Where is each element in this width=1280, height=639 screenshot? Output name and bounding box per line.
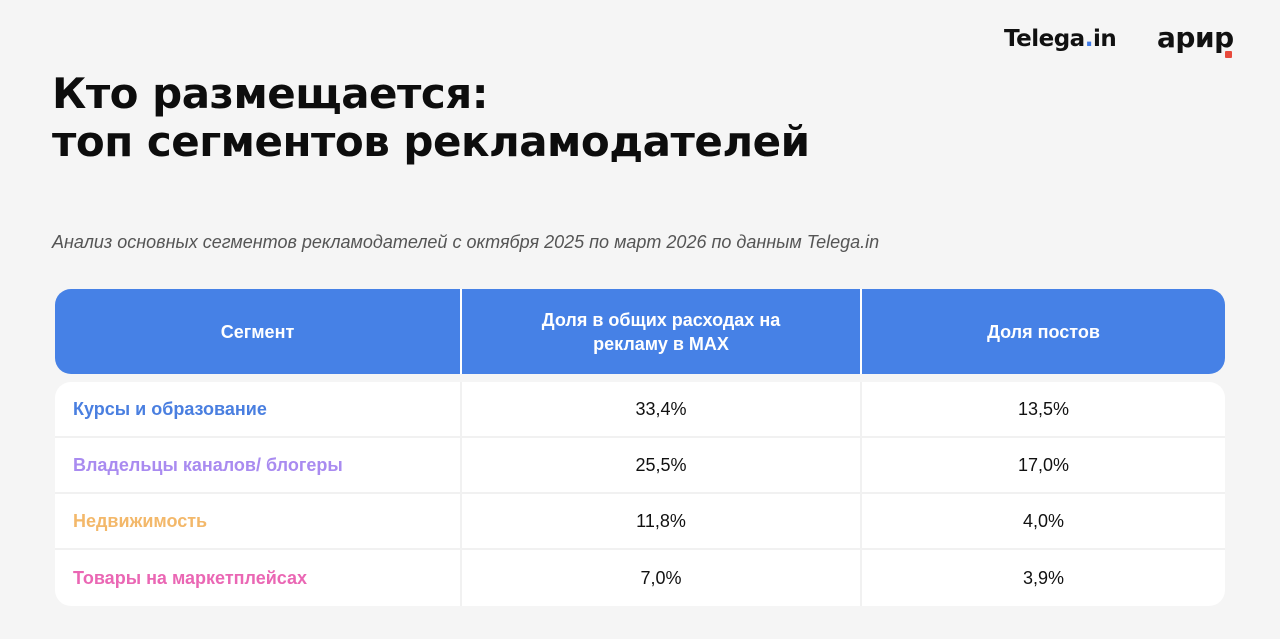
- apir-logo-accent: р: [1214, 21, 1234, 58]
- post-share-cell: 17,0%: [1017, 454, 1070, 475]
- page-subtitle: Анализ основных сегментов рекламодателей…: [52, 232, 880, 252]
- spend-share-cell: 7,0%: [462, 550, 862, 606]
- apir-logo-accent-letter: р: [1214, 21, 1234, 54]
- header-spend-share: Доля в общих расходах на рекламу в MAX: [462, 289, 862, 374]
- apir-logo-main: ари: [1157, 21, 1215, 54]
- page-title-line-1: Кто размещается:: [52, 69, 489, 118]
- post-share-cell: 13,5%: [1017, 398, 1070, 419]
- segment-cell: Товары на маркетплейсах: [55, 550, 462, 606]
- table-row: Владельцы каналов/ блогеры 25,5% 17,0%: [55, 438, 1225, 494]
- table-row: Недвижимость 11,8% 4,0%: [55, 494, 1225, 550]
- telega-logo-main: Telega: [1004, 26, 1085, 52]
- segment-cell: Курсы и образование: [55, 382, 462, 436]
- table-body: Курсы и образование 33,4% 13,5% Владельц…: [55, 382, 1225, 606]
- header-segment: Сегмент: [55, 289, 462, 374]
- spend-share-cell: 33,4%: [462, 382, 862, 436]
- page-title-line-2: топ сегментов рекламодателей: [52, 117, 810, 166]
- table-row: Товары на маркетплейсах 7,0% 3,9%: [55, 550, 1225, 606]
- apir-logo: арир: [1157, 21, 1234, 58]
- table-row: Курсы и образование 33,4% 13,5%: [55, 382, 1225, 438]
- telega-logo-suffix: in: [1092, 26, 1117, 52]
- segment-cell: Владельцы каналов/ блогеры: [55, 438, 462, 492]
- spend-share-cell: 11,8%: [462, 494, 862, 548]
- segment-cell: Недвижимость: [55, 494, 462, 548]
- post-share-cell: 3,9%: [1022, 567, 1065, 588]
- spend-share-cell: 25,5%: [462, 438, 862, 492]
- header-post-share: Доля постов: [987, 321, 1100, 342]
- table-header: Сегмент Доля в общих расходах на рекламу…: [55, 289, 1225, 374]
- post-share-cell: 4,0%: [1022, 510, 1065, 531]
- page-title: Кто размещается: топ сегментов рекламода…: [52, 70, 810, 166]
- telega-logo-dot: .: [1084, 26, 1094, 52]
- telega-logo: Telega.in: [1004, 26, 1117, 52]
- apir-logo-accent-dot: [1224, 51, 1232, 58]
